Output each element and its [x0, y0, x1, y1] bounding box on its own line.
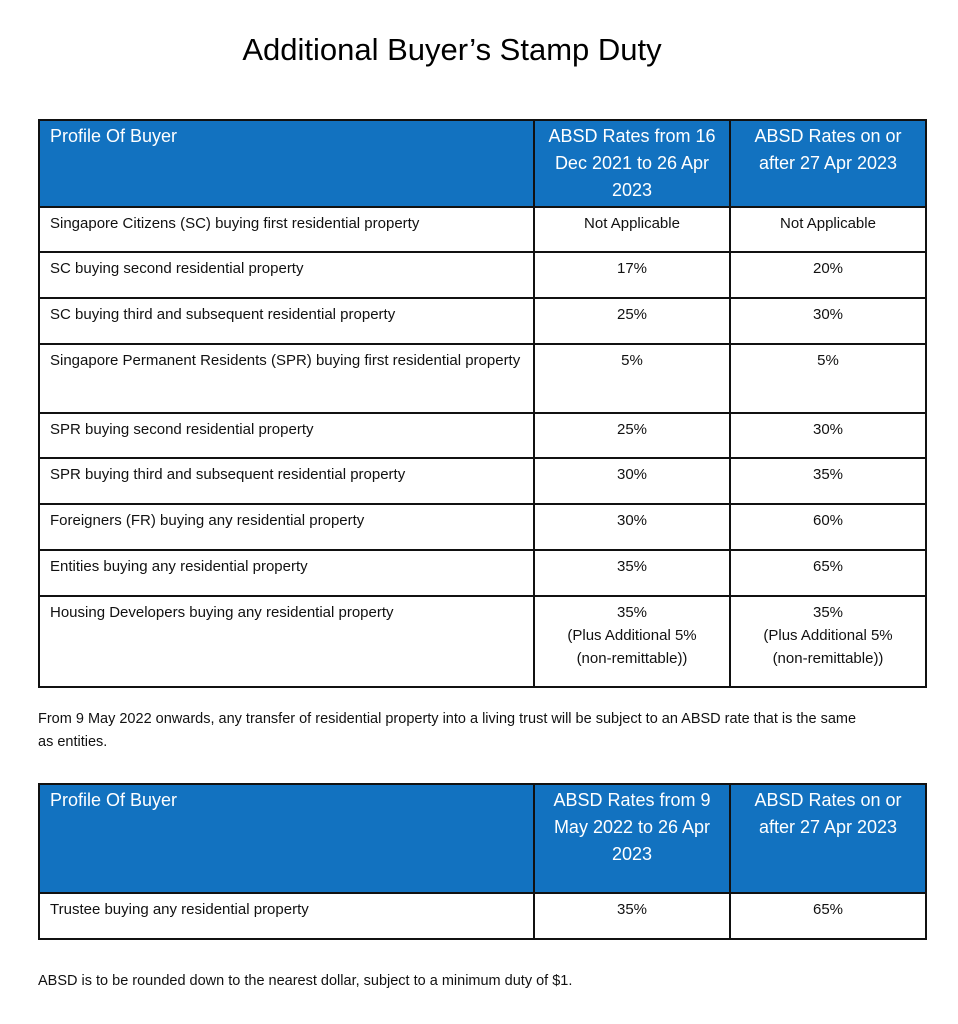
buyer-profile-cell: Foreigners (FR) buying any residential p…: [38, 503, 535, 551]
rate-cell: Not Applicable: [533, 206, 731, 253]
buyer-profile-cell: Trustee buying any residential property: [38, 892, 535, 940]
rate-cell: Not Applicable: [729, 206, 927, 253]
page-title: Additional Buyer’s Stamp Duty: [242, 32, 662, 67]
rate-cell: 30%: [729, 412, 927, 459]
rate-cell: 30%: [533, 457, 731, 505]
table-header-row: Profile Of Buyer ABSD Rates from 9 May 20…: [38, 783, 927, 894]
table-row: SPR buying second residential property 25…: [38, 412, 927, 459]
rate-cell: 30%: [533, 503, 731, 551]
rate-cell: 35% (Plus Additional 5% (non-remittable)): [729, 595, 927, 688]
rounding-note: ABSD is to be rounded down to the neares…: [38, 973, 573, 989]
buyer-profile-cell: Housing Developers buying any residentia…: [38, 595, 535, 688]
column-header: ABSD Rates on or after 27 Apr 2023: [729, 783, 927, 894]
column-header: ABSD Rates from 16 Dec 2021 to 26 Apr 20…: [533, 119, 731, 208]
column-header: ABSD Rates on or after 27 Apr 2023: [729, 119, 927, 208]
table-row: Trustee buying any residential property 3…: [38, 892, 927, 940]
absd-rates-table: Profile Of Buyer ABSD Rates from 16 Dec 2…: [38, 119, 927, 688]
buyer-profile-cell: Singapore Permanent Residents (SPR) buyi…: [38, 343, 535, 414]
rate-cell: 35%: [729, 457, 927, 505]
table-row: Singapore Permanent Residents (SPR) buyi…: [38, 343, 927, 414]
rate-cell: 5%: [729, 343, 927, 414]
buyer-profile-cell: Entities buying any residential property: [38, 549, 535, 597]
rate-cell: 65%: [729, 892, 927, 940]
rate-cell: 20%: [729, 251, 927, 299]
column-header: Profile Of Buyer: [38, 119, 535, 208]
rate-cell: 35%: [533, 892, 731, 940]
table-row: Singapore Citizens (SC) buying first res…: [38, 206, 927, 253]
rate-cell: 65%: [729, 549, 927, 597]
buyer-profile-cell: Singapore Citizens (SC) buying first res…: [38, 206, 535, 253]
column-header: Profile Of Buyer: [38, 783, 535, 894]
rate-cell: 17%: [533, 251, 731, 299]
rate-cell: 30%: [729, 297, 927, 345]
buyer-profile-cell: SPR buying second residential property: [38, 412, 535, 459]
rate-cell: 5%: [533, 343, 731, 414]
rate-cell: 60%: [729, 503, 927, 551]
column-header: ABSD Rates from 9 May 2022 to 26 Apr 202…: [533, 783, 731, 894]
table-header-row: Profile Of Buyer ABSD Rates from 16 Dec 2…: [38, 119, 927, 208]
buyer-profile-cell: SPR buying third and subsequent resident…: [38, 457, 535, 505]
table-row: SC buying second residential property 17%…: [38, 251, 927, 299]
rate-cell: 35% (Plus Additional 5% (non-remittable)): [533, 595, 731, 688]
table-row: Housing Developers buying any residentia…: [38, 595, 927, 688]
rate-cell: 25%: [533, 412, 731, 459]
table-row: Entities buying any residential property…: [38, 549, 927, 597]
living-trust-note: From 9 May 2022 onwards, any transfer of…: [38, 711, 857, 750]
rate-cell: 35%: [533, 549, 731, 597]
buyer-profile-cell: SC buying second residential property: [38, 251, 535, 299]
rate-cell: 25%: [533, 297, 731, 345]
buyer-profile-cell: SC buying third and subsequent residenti…: [38, 297, 535, 345]
table-row: SC buying third and subsequent residenti…: [38, 297, 927, 345]
table-row: SPR buying third and subsequent resident…: [38, 457, 927, 505]
trustee-rates-table: Profile Of Buyer ABSD Rates from 9 May 20…: [38, 783, 927, 940]
table-row: Foreigners (FR) buying any residential p…: [38, 503, 927, 551]
